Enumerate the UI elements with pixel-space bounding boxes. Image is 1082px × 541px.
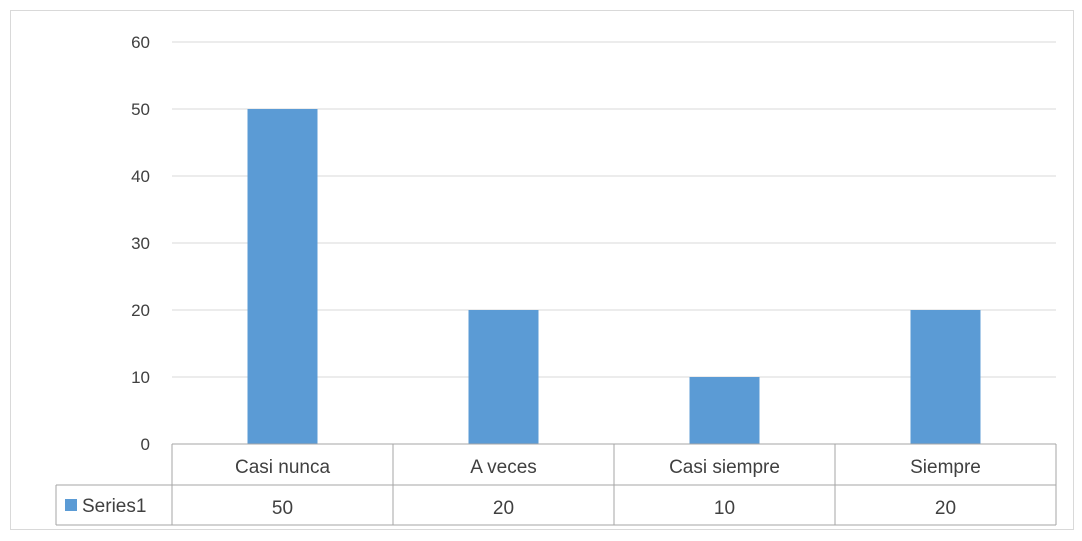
legend-label: Series1 <box>82 496 146 517</box>
data-table-value: 50 <box>272 498 293 519</box>
category-label: A veces <box>470 457 537 478</box>
bars <box>247 109 981 444</box>
data-table-value: 20 <box>935 498 956 519</box>
bar <box>247 109 318 444</box>
y-tick-label: 40 <box>131 167 150 186</box>
bar <box>689 377 760 444</box>
y-tick-label: 0 <box>141 435 150 454</box>
chart-frame <box>10 10 1074 530</box>
y-tick-label: 50 <box>131 100 150 119</box>
data-table-value: 20 <box>493 498 514 519</box>
category-label: Casi nunca <box>235 457 330 478</box>
y-tick-label: 60 <box>131 33 150 52</box>
category-label: Siempre <box>910 457 981 478</box>
data-table-value: 10 <box>714 498 735 519</box>
bar <box>468 310 539 444</box>
y-tick-label: 10 <box>131 368 150 387</box>
y-tick-label: 20 <box>131 301 150 320</box>
y-axis-tick-labels: 0 10 20 30 40 50 60 <box>131 33 150 454</box>
bar <box>910 310 981 444</box>
legend-swatch <box>65 499 77 511</box>
gridlines <box>172 41 1056 378</box>
category-label: Casi siempre <box>669 457 780 478</box>
y-tick-label: 30 <box>131 234 150 253</box>
data-table: Casi nunca 50 A veces 20 Casi siempre 10 Siemp… <box>55 443 1057 526</box>
